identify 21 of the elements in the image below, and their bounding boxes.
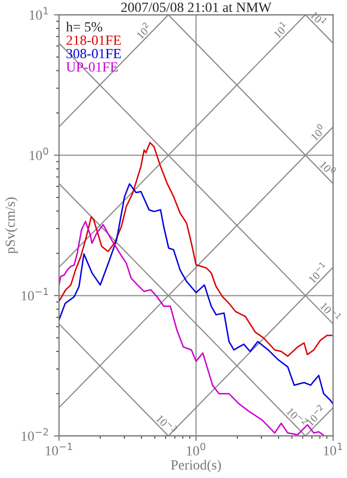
text: 308-01FE bbox=[66, 48, 121, 58]
x-tick-label: 10$^{1}$ bbox=[324, 442, 342, 456]
annotation: 10$^{−1}$ bbox=[306, 262, 328, 284]
x-tick-label: 10$^{−1}$ bbox=[46, 442, 72, 456]
annotation: 10$^{−3}$ bbox=[156, 412, 178, 435]
y-axis-title: pSv(cm/s) bbox=[5, 197, 18, 254]
annotation: 10$^{−2}$ bbox=[286, 406, 308, 428]
y-tick-label: 10$^{1}$ bbox=[30, 7, 48, 20]
y-tick-label: 10$^{−2}$ bbox=[22, 428, 48, 441]
x-tick-label: 10$^{0}$ bbox=[186, 442, 206, 456]
annotation: 10$^{2}$ bbox=[134, 22, 152, 40]
annotation: 10$^{1}$ bbox=[310, 9, 328, 27]
annotation: 10$^{0}$ bbox=[308, 123, 326, 141]
annotation: 10$^{1}$ bbox=[272, 21, 289, 38]
text: UP-01FE bbox=[66, 62, 118, 72]
y-tick-label: 10$^{0}$ bbox=[30, 147, 48, 160]
chart-title: 2007/05/08 21:01 at NMW bbox=[121, 2, 272, 12]
x-axis-title: Period(s) bbox=[170, 460, 221, 472]
text: 218-01FE bbox=[66, 36, 121, 45]
legend-title: h= 5% bbox=[66, 22, 102, 32]
y-tick-label: 10$^{−1}$ bbox=[22, 288, 48, 300]
